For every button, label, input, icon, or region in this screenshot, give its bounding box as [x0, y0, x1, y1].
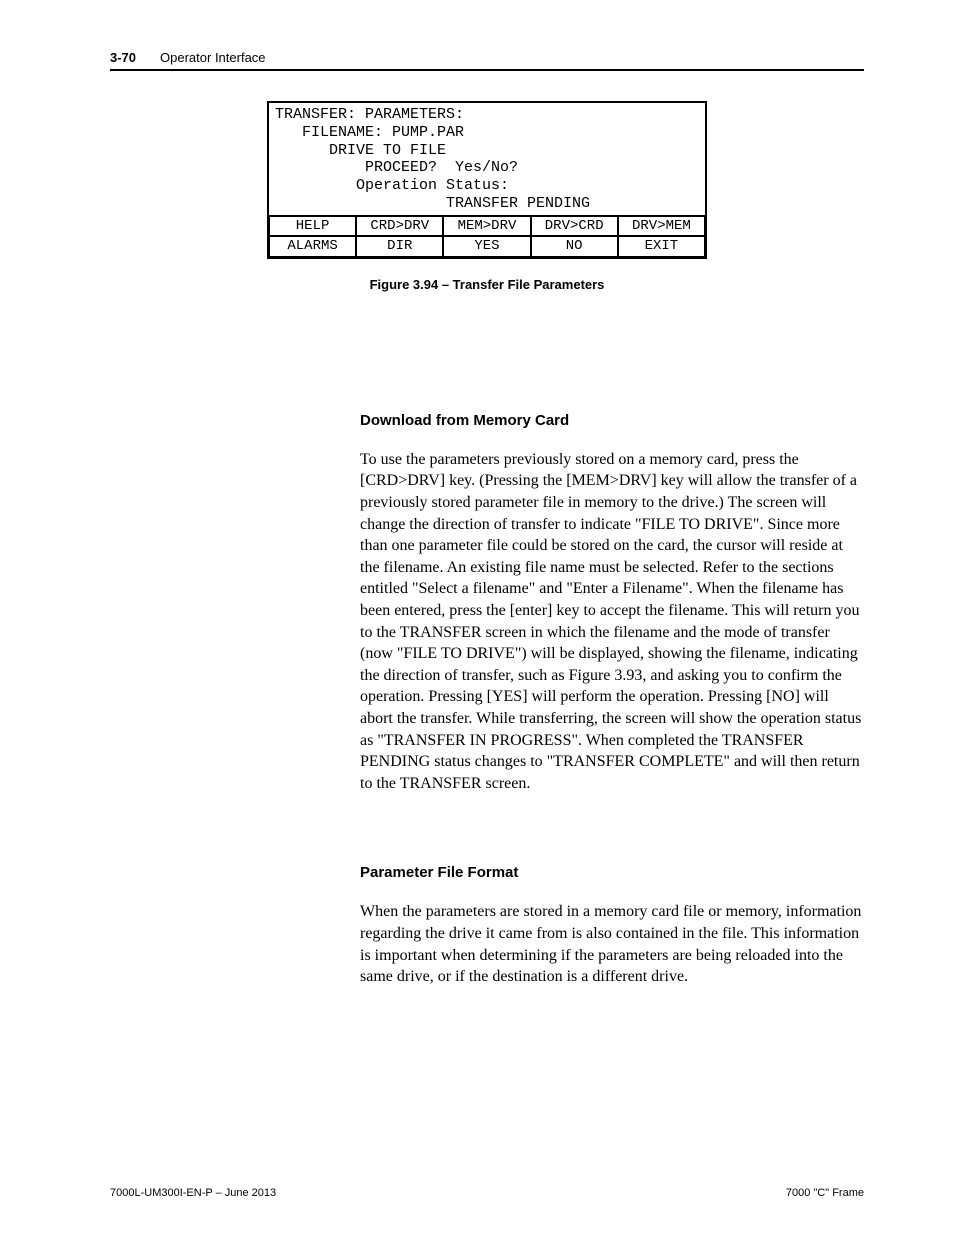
header-section-title: Operator Interface	[160, 50, 266, 65]
lcd-filename-line: FILENAME: PUMP.PAR	[275, 125, 699, 141]
para-text: " and "	[529, 580, 573, 597]
heading-format: Parameter File Format	[360, 864, 864, 881]
figure-caption: Figure 3.94 – Transfer File Parameters	[110, 277, 864, 292]
lcd-screenshot: TRANSFER: PARAMETERS: FILENAME: PUMP.PAR…	[267, 101, 707, 259]
lcd-title: TRANSFER: PARAMETERS:	[275, 107, 699, 123]
page-number: 3-70	[110, 50, 136, 65]
softkey-row-2: ALARMS DIR YES NO EXIT	[269, 236, 705, 257]
page-header: 3-70 Operator Interface	[110, 50, 864, 71]
page-footer: 7000L-UM300I-EN-P – June 2013 7000 "C" F…	[110, 1187, 864, 1199]
softkey-dir[interactable]: DIR	[355, 235, 444, 258]
softkey-yes[interactable]: YES	[442, 235, 531, 258]
lcd-proceed-line: PROCEED? Yes/No?	[275, 160, 699, 176]
lcd-status-line: TRANSFER PENDING	[275, 196, 699, 212]
xref-select-filename: Select a filename	[419, 580, 529, 597]
softkey-crd-drv[interactable]: CRD>DRV	[355, 215, 444, 238]
softkey-help[interactable]: HELP	[268, 215, 357, 238]
paragraph-format: When the parameters are stored in a memo…	[360, 901, 864, 987]
footer-right: 7000 "C" Frame	[786, 1187, 864, 1199]
heading-download: Download from Memory Card	[360, 412, 864, 429]
para-text: To use the parameters previously stored …	[360, 451, 857, 576]
xref-enter-filename: Enter a Filename	[573, 580, 682, 597]
softkey-alarms[interactable]: ALARMS	[268, 235, 357, 258]
paragraph-download: To use the parameters previously stored …	[360, 449, 864, 795]
lcd-direction-line: DRIVE TO FILE	[275, 143, 699, 159]
softkey-mem-drv[interactable]: MEM>DRV	[442, 215, 531, 238]
softkey-row-1: HELP CRD>DRV MEM>DRV DRV>CRD DRV>MEM	[269, 216, 705, 237]
softkey-drv-mem[interactable]: DRV>MEM	[617, 215, 706, 238]
para-text: ow "FILE TO DRIVE") will be displayed, s…	[360, 645, 861, 792]
softkey-no[interactable]: NO	[530, 235, 619, 258]
softkey-exit[interactable]: EXIT	[617, 235, 706, 258]
lcd-opstatus-line: Operation Status:	[275, 178, 699, 194]
footer-left: 7000L-UM300I-EN-P – June 2013	[110, 1187, 276, 1199]
softkey-drv-crd[interactable]: DRV>CRD	[530, 215, 619, 238]
